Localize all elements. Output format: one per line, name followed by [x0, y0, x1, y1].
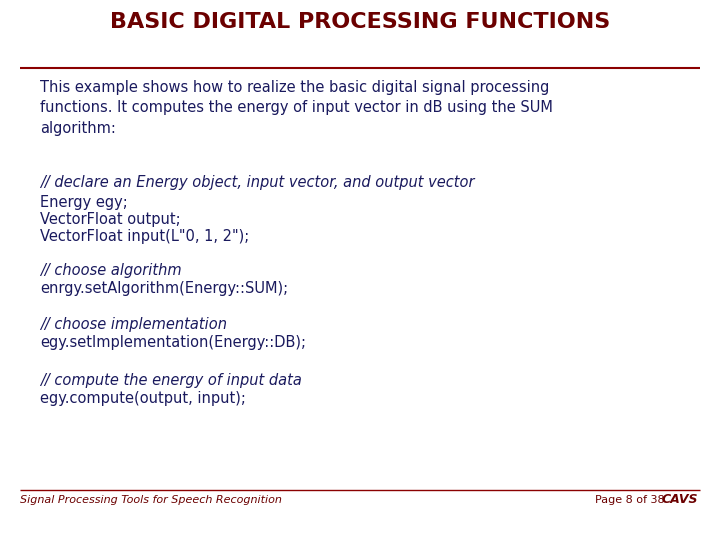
Text: VectorFloat input(L"0, 1, 2");: VectorFloat input(L"0, 1, 2"); [40, 229, 249, 244]
Text: egy.compute(output, input);: egy.compute(output, input); [40, 391, 246, 406]
Text: // declare an Energy object, input vector, and output vector: // declare an Energy object, input vecto… [40, 175, 474, 190]
Text: Energy egy;: Energy egy; [40, 195, 127, 210]
Text: // choose algorithm: // choose algorithm [40, 263, 181, 278]
Text: // choose implementation: // choose implementation [40, 317, 227, 332]
Text: enrgy.setAlgorithm(Energy::SUM);: enrgy.setAlgorithm(Energy::SUM); [40, 281, 288, 296]
Text: VectorFloat output;: VectorFloat output; [40, 212, 181, 227]
Text: egy.setImplementation(Energy::DB);: egy.setImplementation(Energy::DB); [40, 335, 306, 350]
Text: // compute the energy of input data: // compute the energy of input data [40, 373, 302, 388]
Text: BASIC DIGITAL PROCESSING FUNCTIONS: BASIC DIGITAL PROCESSING FUNCTIONS [110, 12, 610, 32]
Text: Page 8 of 38: Page 8 of 38 [595, 495, 665, 505]
Text: Signal Processing Tools for Speech Recognition: Signal Processing Tools for Speech Recog… [20, 495, 282, 505]
Text: This example shows how to realize the basic digital signal processing
functions.: This example shows how to realize the ba… [40, 80, 553, 136]
Text: CAVS: CAVS [662, 493, 698, 506]
